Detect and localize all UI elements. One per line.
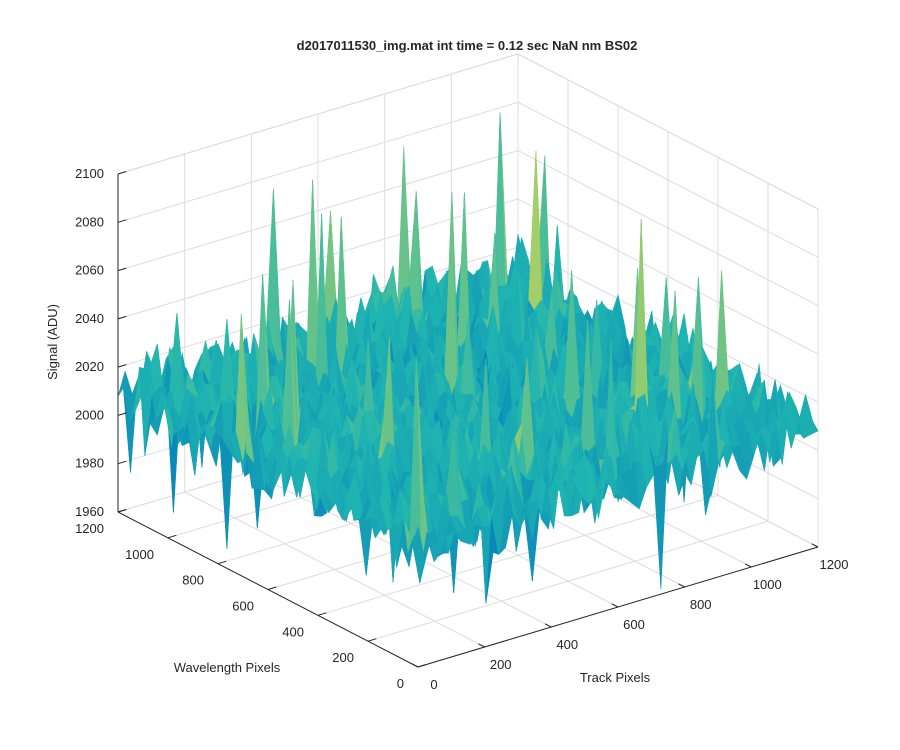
z-tick [117,460,127,465]
y-tick [267,586,277,590]
y-tick [367,638,377,642]
back-wall-grid-line-z [117,150,519,272]
z-tick [117,267,127,272]
z-axis-label: Signal (ADU) [45,304,60,380]
chart-title: d2017011530_img.mat int time = 0.12 sec … [297,38,638,53]
y-axis-label: Wavelength Pixels [174,660,281,675]
z-tick [117,412,127,416]
y-tick-label: 0 [397,676,404,691]
x-axis-label: Track Pixels [580,670,651,685]
axes-layer: 0 200 400 600 800 1000 1200 0 200 400 600 800 1000 12… [75,166,848,692]
z-tick [117,219,127,223]
z-tick [117,171,127,175]
x-tick-label: 0 [430,677,437,692]
y-tick [417,664,427,668]
y-tick-label: 600 [232,599,254,614]
side-wall-grid-line-z [517,198,819,355]
surface-layer [117,112,819,604]
y-tick-label: 1000 [125,547,154,562]
back-wall-grid-line-z [117,101,519,223]
y-tick [217,560,227,565]
surface-patch [219,436,233,549]
side-top-edge [517,53,819,210]
x-tick [478,643,485,648]
x-tick-label: 600 [623,617,645,632]
floor-grid-line-y [317,494,719,616]
surface-patch [714,270,728,416]
side-wall-grid-line-z [517,101,819,258]
y-tick-label: 200 [332,650,354,665]
z-tick-label: 2020 [75,359,104,374]
x-tick-label: 800 [690,597,712,612]
x-tick-label: 1000 [753,577,782,592]
floor-grid-line-y [367,520,769,642]
back-top-edge [117,53,519,175]
surface-patch [412,526,426,584]
x-tick [611,603,619,608]
z-tick [117,315,127,320]
y-tick-label: 400 [282,624,304,639]
z-tick-label: 2100 [75,166,104,181]
side-wall-grid-line-z [517,150,819,307]
z-tick [117,509,127,513]
z-tick-label: 2080 [75,214,104,229]
x-tick [744,563,752,568]
x-tick-label: 200 [490,657,512,672]
y-tick [317,612,327,616]
y-tick [167,534,177,539]
z-tick-label: 2000 [75,407,104,422]
x-tick [811,543,819,548]
x-tick-label: 1200 [820,557,849,572]
z-tick-label: 2040 [75,311,104,326]
x-tick [411,663,419,668]
z-tick-label: 2060 [75,263,104,278]
z-tick-label: 1960 [75,504,104,519]
z-tick [117,364,127,368]
y-tick-label: 1200 [75,521,104,536]
z-tick-label: 1980 [75,456,104,471]
y-tick-label: 800 [182,573,204,588]
x-tick [678,583,685,588]
x-tick [544,623,552,628]
x-tick-label: 400 [556,637,578,652]
